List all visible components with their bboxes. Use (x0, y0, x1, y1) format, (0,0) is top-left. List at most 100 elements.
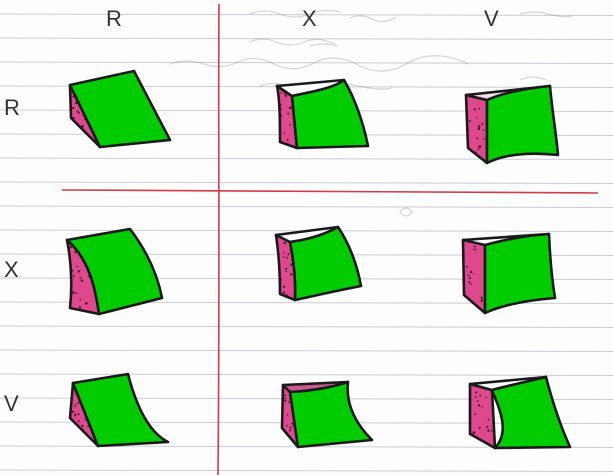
speckle-dot (77, 420, 80, 423)
speckle-dot (282, 291, 286, 294)
speckle-dot (472, 431, 476, 434)
speckle-dot (483, 138, 485, 140)
ruled-line (0, 157, 613, 160)
speckle-dot (74, 414, 76, 417)
speckle-dot (468, 281, 471, 284)
speckle-dot (286, 138, 289, 141)
shape-vv-side (468, 382, 497, 450)
speckle-dot (290, 273, 293, 276)
speckle-dot (76, 110, 79, 113)
speckle-dot (91, 137, 93, 140)
speckle-dot (293, 440, 295, 442)
speckle-dot (482, 129, 485, 131)
speckle-dot (481, 405, 484, 408)
speckle-dot (485, 396, 487, 399)
speckle-dot (84, 418, 87, 421)
speckle-dot (474, 151, 477, 154)
speckle-dot (477, 404, 481, 407)
shape-vv-face (490, 375, 572, 450)
shape-xr-face (65, 227, 164, 316)
speckle-dot (476, 116, 478, 119)
speckle-dot (77, 402, 79, 405)
shape-xv (461, 232, 557, 315)
speckle-dot (292, 424, 295, 427)
speckle-dot (280, 108, 282, 110)
shape-rr (68, 69, 172, 149)
speckle-dot (75, 101, 78, 105)
shape-xv-face (483, 232, 557, 315)
speckle-dot (486, 425, 489, 428)
speckle-dot (480, 300, 483, 303)
speckle-dot (288, 401, 290, 403)
speckle-dot (283, 92, 287, 95)
speckle-dot (284, 397, 287, 400)
speckle-dot (468, 276, 471, 280)
row-label-v: V (4, 391, 19, 416)
speckle-dot (284, 399, 287, 402)
speckle-dot (284, 94, 288, 97)
speckle-dot (473, 245, 476, 248)
speckle-dot (289, 426, 292, 429)
shape-xx (274, 225, 363, 302)
shape-rv-face (485, 84, 560, 165)
speckle-dot (75, 393, 78, 396)
speckle-dot (287, 253, 290, 256)
speckle-dot (478, 107, 481, 110)
speckle-dot (73, 275, 76, 277)
ruled-line (0, 13, 613, 16)
speckle-dot (74, 403, 77, 406)
speckle-dot (81, 125, 84, 128)
speckle-dot (285, 270, 288, 273)
speckle-dot (490, 430, 493, 432)
speckle-dot (279, 278, 282, 282)
ruled-line (0, 181, 613, 184)
shape-vv (468, 375, 572, 450)
speckle-dot (477, 148, 480, 151)
speckle-dot (286, 413, 289, 416)
row-label-r: R (4, 95, 20, 120)
speckle-dot (468, 119, 471, 122)
speckle-dot (87, 425, 89, 428)
speckle-dot (487, 429, 490, 432)
shape-vr (68, 372, 170, 448)
speckle-dot (474, 413, 477, 416)
speckle-dot (77, 270, 81, 273)
speckle-dot (76, 265, 79, 268)
speckle-dot (487, 418, 490, 421)
speckle-dot (473, 108, 476, 111)
shape-vx (280, 380, 374, 449)
shape-rr-face (68, 69, 172, 149)
speckle-dot (82, 410, 85, 413)
speckle-dot (474, 303, 476, 305)
speckle-dot (284, 268, 288, 271)
ruled-line (0, 469, 613, 472)
shape-vr-face (71, 372, 170, 448)
speckle-dot (77, 413, 80, 416)
speckle-dot (285, 294, 288, 296)
shape-vx-face (288, 380, 374, 449)
speckle-dot (289, 123, 291, 126)
speckle-dot (481, 122, 484, 125)
shape-xx-face (288, 225, 363, 302)
speckle-dot (279, 130, 282, 133)
speckle-dot (280, 91, 283, 94)
faint-handwriting (169, 9, 573, 217)
speckle-dot (474, 395, 477, 398)
side-speckles (69, 91, 493, 442)
speckle-dot (79, 107, 82, 109)
speckle-dot (88, 275, 90, 278)
speckle-dot (75, 292, 77, 295)
ruled-line (0, 349, 613, 352)
speckle-dot (480, 298, 484, 301)
shape-xr (65, 227, 164, 316)
speckle-dot (282, 256, 285, 258)
speckle-dot (289, 429, 292, 432)
speckle-dot (71, 269, 74, 272)
speckle-dot (74, 405, 76, 407)
speckle-dot (78, 306, 82, 309)
speckle-dot (284, 394, 286, 397)
speckle-dot (74, 250, 77, 254)
speckle-dot (479, 394, 482, 397)
speckle-dot (79, 298, 82, 301)
